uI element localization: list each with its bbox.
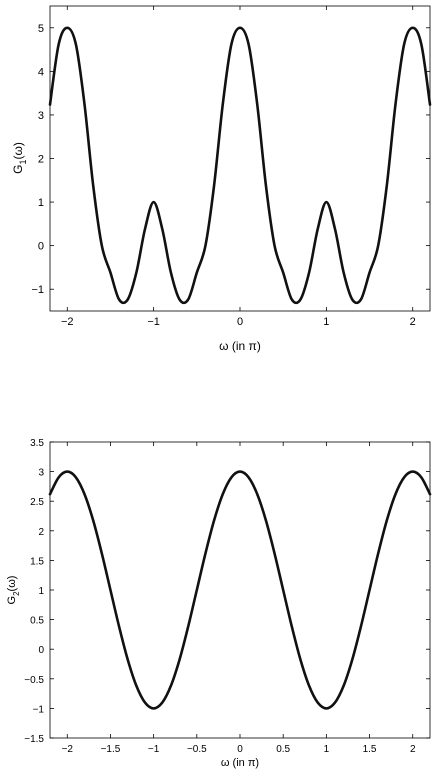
chart-g2-y-tick-label: 3.5 — [30, 438, 44, 449]
chart-g2-x-tick-label: 0 — [237, 744, 243, 755]
chart-g1-series-line — [48, 26, 432, 305]
chart-g2: −2 −1.5 −1 −0.5 0 0.5 1 1.5 2 −1.5 −1 −0.5 0 0.5 1 1.5 2… — [6, 438, 432, 769]
chart-g1-y-tick-label: −1 — [31, 284, 44, 296]
chart-g2-y-axis-label-main: G — [6, 596, 18, 605]
chart-g2-y-tick-label: 3 — [38, 468, 44, 479]
chart-g1-x-axis-label: ω (in π) — [219, 339, 261, 353]
chart-g2-y-axis-label-arg: (ω) — [6, 576, 18, 592]
chart-g1-y-axis-label-arg: (ω) — [11, 142, 25, 159]
chart-g1-x-tick-label: 1 — [323, 316, 329, 328]
chart-g2-y-tick-label: 0.5 — [30, 616, 44, 627]
chart-g2-ticks: −2 −1.5 −1 −0.5 0 0.5 1 1.5 2 −1.5 −1 −0.5 0 0.5 1 1.5 2… — [24, 438, 430, 755]
chart-g2-x-tick-label: −1 — [148, 744, 160, 755]
chart-g2-x-tick-label: −1.5 — [101, 744, 121, 755]
chart-g2-y-tick-label: 0 — [38, 645, 44, 656]
chart-g2-y-axis-label: G2(ω) — [6, 576, 21, 605]
chart-g2-y-axis-label-sub: 2 — [12, 591, 21, 596]
chart-g2-x-tick-label: 1 — [324, 744, 330, 755]
chart-g1-y-tick-label: 2 — [38, 154, 44, 166]
chart-g1-y-tick-label: 5 — [38, 23, 44, 35]
chart-g1-x-tick-label: −1 — [147, 316, 160, 328]
chart-g1-x-tick-label: 2 — [410, 316, 416, 328]
chart-g1-y-tick-label: 1 — [38, 197, 44, 209]
chart-g2-x-tick-label: 1.5 — [363, 744, 377, 755]
chart-g2-y-tick-label: −1.5 — [24, 734, 44, 745]
chart-g1-ticks: −2 −1 0 1 2 −1 0 1 2 3 4 5 — [31, 6, 430, 328]
chart-g2-y-tick-label: −1 — [33, 704, 45, 715]
chart-g2-y-tick-label: 1.5 — [30, 556, 44, 567]
chart-g2-plot-frame — [49, 441, 431, 739]
chart-g2-y-tick-label: 2.5 — [30, 497, 44, 508]
chart-g2-x-tick-label: −0.5 — [187, 744, 207, 755]
chart-g2-y-tick-label: 1 — [38, 586, 44, 597]
chart-g1-x-tick-label: −2 — [61, 316, 74, 328]
chart-g2-series-line — [48, 470, 432, 710]
chart-g2-x-axis-label: ω (in π) — [221, 757, 259, 769]
chart-g2-x-tick-label: 2 — [410, 744, 416, 755]
chart-g1-y-tick-label: 4 — [38, 66, 44, 78]
chart-g2-x-tick-label: −2 — [62, 744, 74, 755]
chart-g1-y-axis-label: G1(ω) — [11, 142, 28, 174]
chart-g2-y-tick-label: −0.5 — [24, 675, 44, 686]
chart-g1-x-tick-label: 0 — [237, 316, 243, 328]
chart-g1-y-axis-label-main: G — [11, 165, 25, 174]
chart-g2-y-tick-label: 2 — [38, 527, 44, 538]
chart-g2-x-tick-label: 0.5 — [276, 744, 290, 755]
chart-g1-y-tick-label: 0 — [38, 241, 44, 253]
chart-g1-y-axis-label-sub: 1 — [18, 160, 28, 165]
chart-g1-y-tick-label: 3 — [38, 110, 44, 122]
